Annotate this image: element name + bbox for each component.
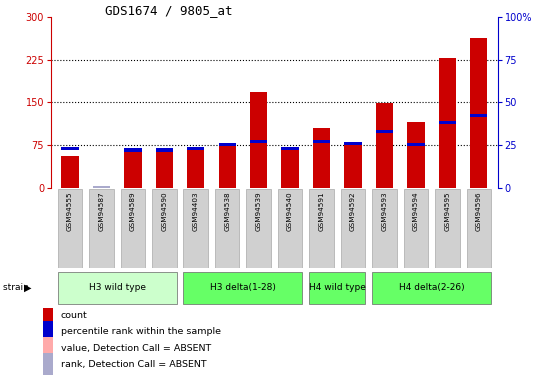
- FancyBboxPatch shape: [372, 189, 397, 268]
- Bar: [344, 142, 362, 145]
- Bar: [407, 143, 424, 146]
- Bar: [93, 186, 110, 189]
- Text: GSM94403: GSM94403: [193, 192, 199, 231]
- Bar: [438, 58, 456, 188]
- FancyBboxPatch shape: [183, 273, 302, 304]
- FancyBboxPatch shape: [43, 321, 53, 343]
- Bar: [470, 114, 487, 117]
- Bar: [470, 39, 487, 188]
- FancyBboxPatch shape: [246, 189, 271, 268]
- Text: value, Detection Call = ABSENT: value, Detection Call = ABSENT: [61, 344, 211, 352]
- FancyBboxPatch shape: [43, 353, 53, 375]
- Bar: [155, 150, 173, 188]
- FancyBboxPatch shape: [152, 189, 176, 268]
- Text: GDS1674 / 9805_at: GDS1674 / 9805_at: [105, 4, 232, 17]
- Text: GSM94591: GSM94591: [318, 192, 324, 231]
- FancyBboxPatch shape: [215, 189, 239, 268]
- Bar: [407, 122, 424, 188]
- Bar: [376, 130, 393, 133]
- Text: GSM94539: GSM94539: [256, 192, 261, 231]
- Text: ▶: ▶: [24, 283, 32, 293]
- Bar: [376, 104, 393, 188]
- Bar: [313, 128, 330, 188]
- Bar: [124, 148, 141, 152]
- Text: GSM94595: GSM94595: [444, 192, 450, 231]
- Bar: [438, 121, 456, 124]
- Text: H3 delta(1-28): H3 delta(1-28): [210, 283, 276, 292]
- Text: GSM94587: GSM94587: [98, 192, 104, 231]
- Bar: [313, 140, 330, 143]
- FancyBboxPatch shape: [435, 189, 459, 268]
- FancyBboxPatch shape: [466, 189, 491, 268]
- Text: GSM94538: GSM94538: [224, 192, 230, 231]
- Text: GSM94590: GSM94590: [161, 192, 167, 231]
- Text: H4 delta(2-26): H4 delta(2-26): [399, 283, 464, 292]
- Bar: [61, 147, 79, 150]
- Bar: [61, 156, 79, 188]
- Text: count: count: [61, 311, 88, 320]
- FancyBboxPatch shape: [58, 189, 82, 268]
- FancyBboxPatch shape: [89, 189, 114, 268]
- Text: percentile rank within the sample: percentile rank within the sample: [61, 327, 221, 336]
- FancyBboxPatch shape: [404, 189, 428, 268]
- FancyBboxPatch shape: [372, 273, 491, 304]
- Text: GSM94596: GSM94596: [476, 192, 482, 231]
- Bar: [218, 143, 236, 188]
- Bar: [187, 149, 204, 188]
- FancyBboxPatch shape: [121, 189, 145, 268]
- Text: strain: strain: [3, 284, 31, 292]
- FancyBboxPatch shape: [278, 189, 302, 268]
- Bar: [281, 147, 299, 150]
- Text: H3 wild type: H3 wild type: [89, 283, 146, 292]
- Bar: [218, 143, 236, 146]
- FancyBboxPatch shape: [43, 337, 53, 359]
- Text: H4 wild type: H4 wild type: [309, 283, 366, 292]
- Text: GSM94594: GSM94594: [413, 192, 419, 231]
- Text: GSM94593: GSM94593: [381, 192, 387, 231]
- Bar: [250, 92, 267, 188]
- Text: GSM94555: GSM94555: [67, 192, 73, 231]
- Text: GSM94540: GSM94540: [287, 192, 293, 231]
- Text: rank, Detection Call = ABSENT: rank, Detection Call = ABSENT: [61, 360, 207, 369]
- Bar: [124, 149, 141, 188]
- FancyBboxPatch shape: [341, 189, 365, 268]
- Text: GSM94589: GSM94589: [130, 192, 136, 231]
- Bar: [187, 147, 204, 150]
- Bar: [344, 142, 362, 188]
- FancyBboxPatch shape: [309, 189, 334, 268]
- FancyBboxPatch shape: [309, 273, 365, 304]
- Bar: [250, 140, 267, 143]
- Text: GSM94592: GSM94592: [350, 192, 356, 231]
- Bar: [281, 149, 299, 188]
- Bar: [155, 148, 173, 152]
- FancyBboxPatch shape: [43, 305, 53, 326]
- FancyBboxPatch shape: [183, 189, 208, 268]
- FancyBboxPatch shape: [58, 273, 176, 304]
